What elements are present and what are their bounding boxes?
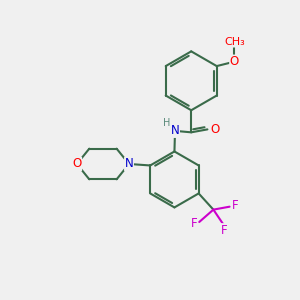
Text: N: N	[124, 158, 134, 170]
Text: F: F	[221, 224, 228, 237]
Text: O: O	[210, 123, 219, 136]
Text: N: N	[171, 124, 179, 137]
Text: O: O	[72, 158, 82, 170]
Text: F: F	[232, 199, 239, 212]
Text: F: F	[190, 217, 197, 230]
Text: O: O	[230, 55, 239, 68]
Text: CH₃: CH₃	[224, 37, 245, 47]
Text: H: H	[163, 118, 170, 128]
